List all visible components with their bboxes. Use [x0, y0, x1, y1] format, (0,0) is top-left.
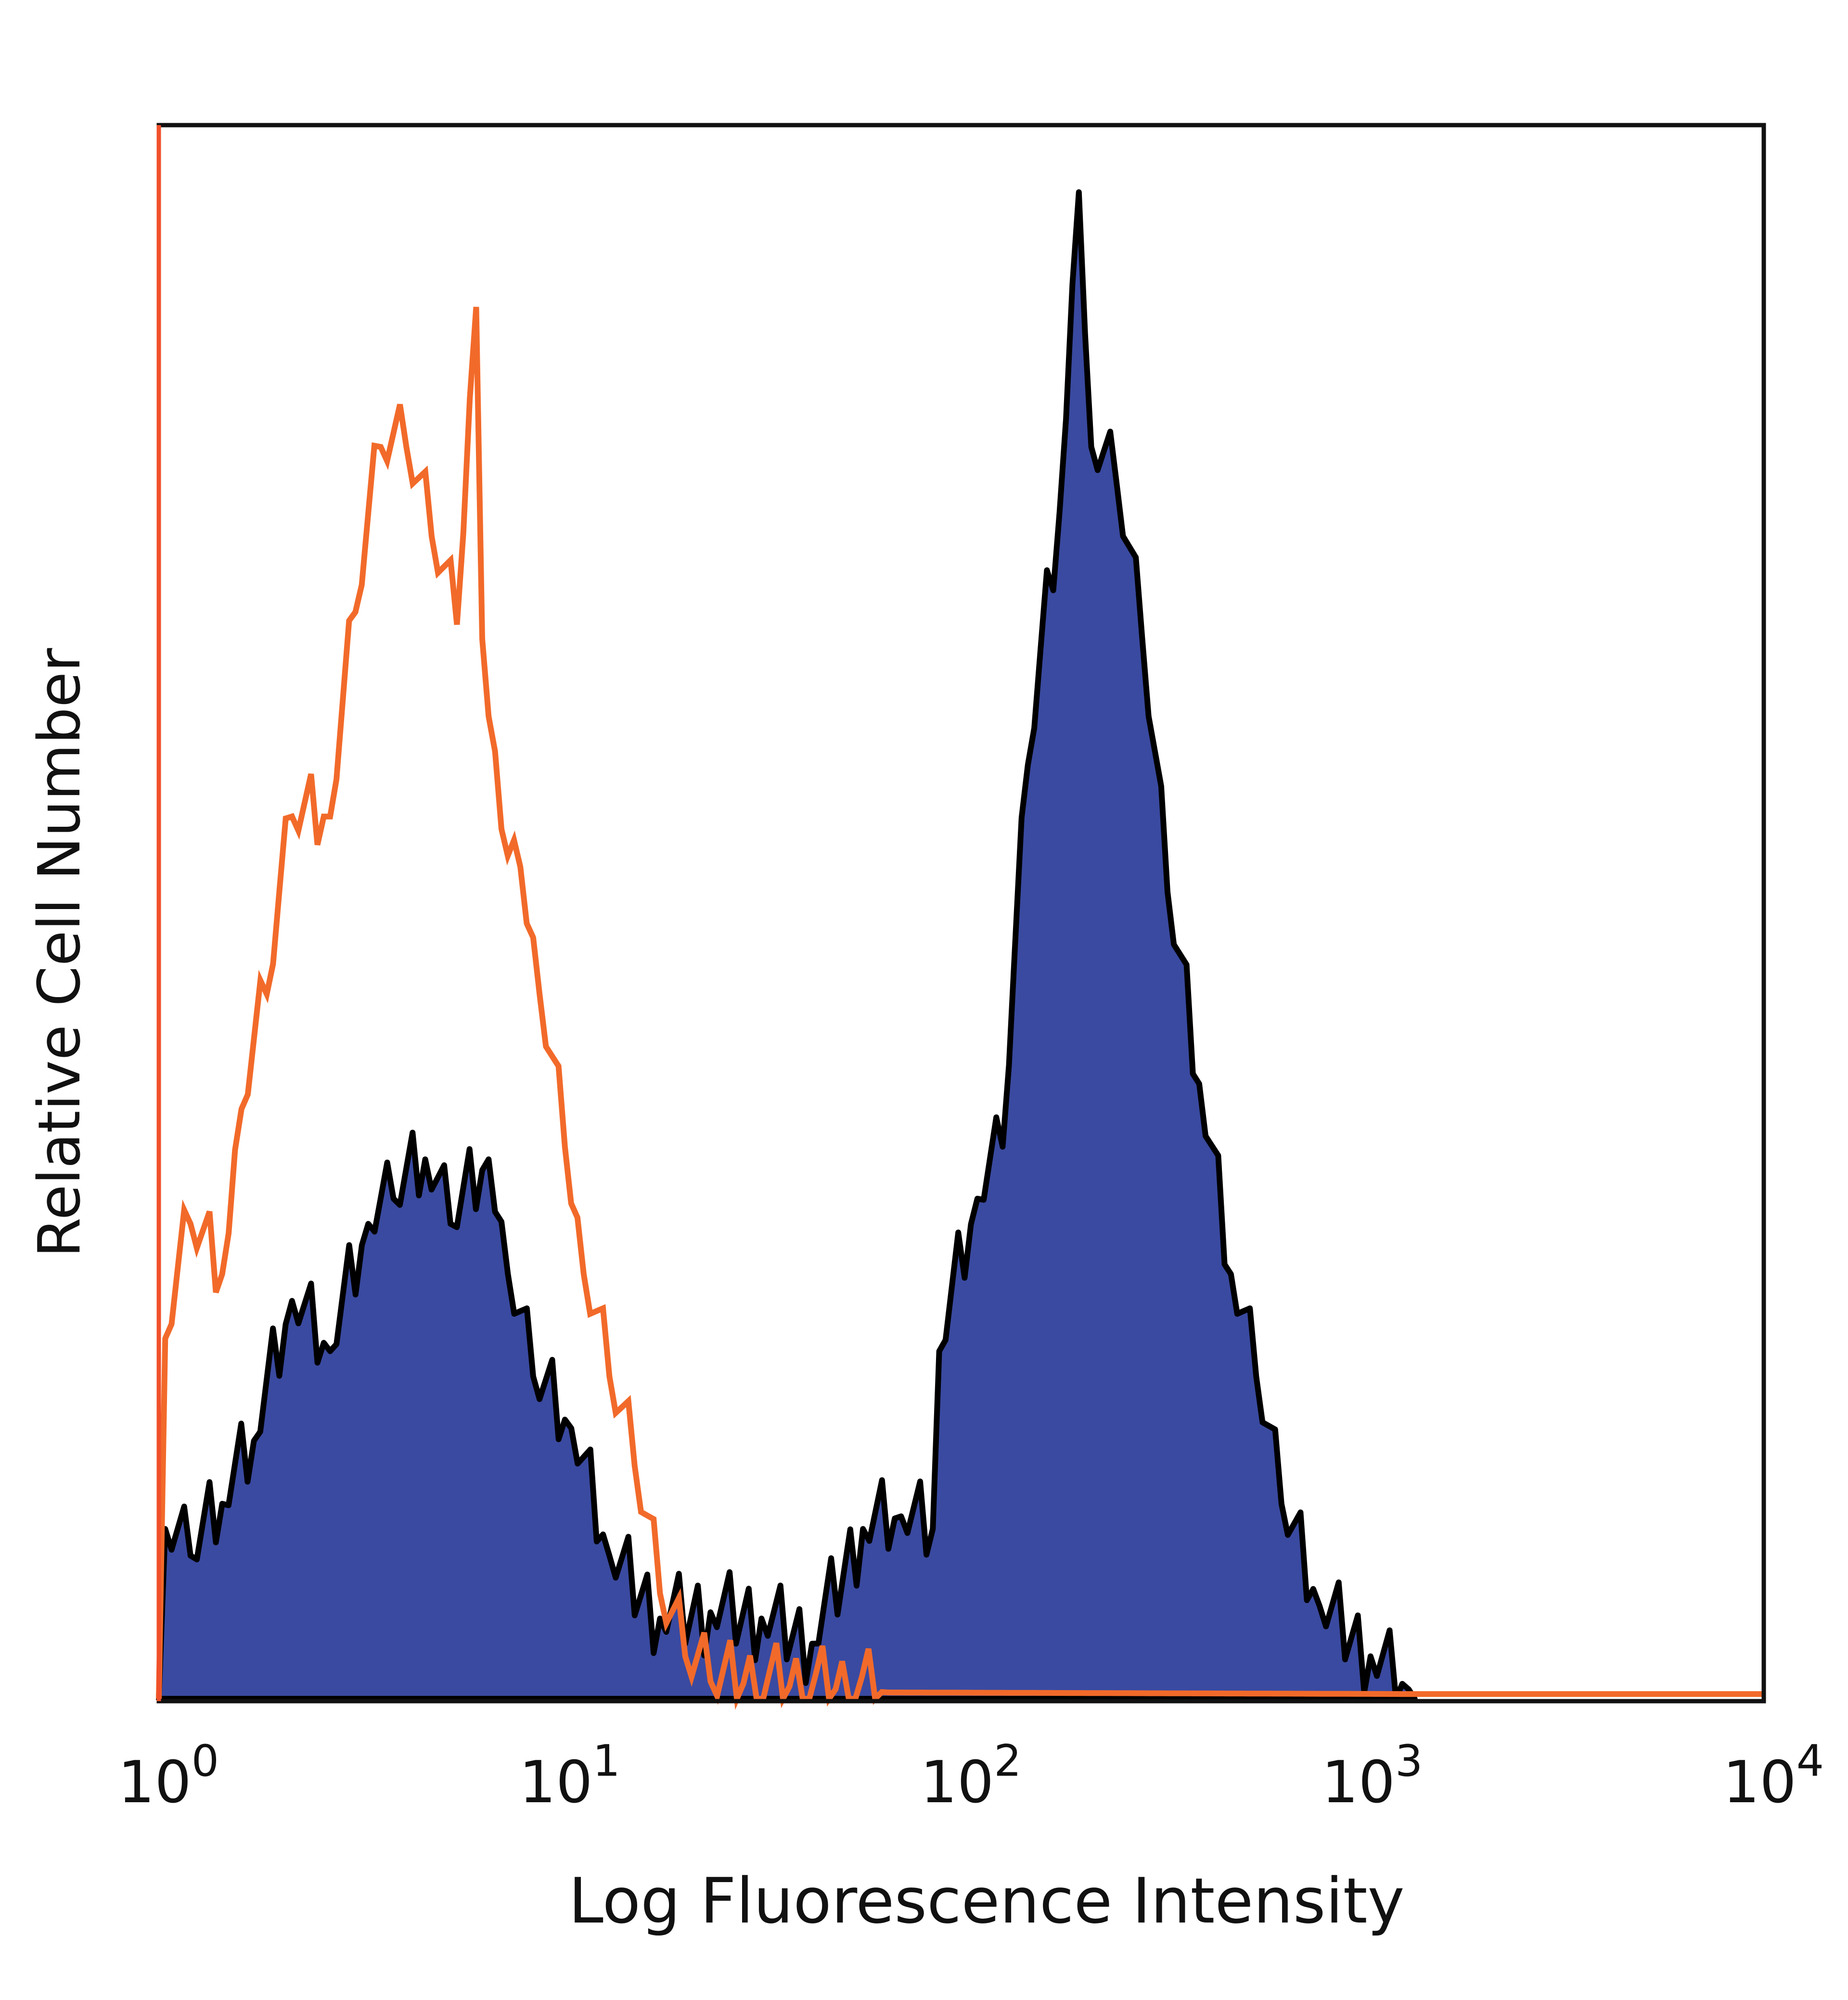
x-tick-label: 104 [1723, 1736, 1824, 1816]
x-tick-label: 100 [118, 1736, 219, 1816]
y-axis-title: Relative Cell Number [26, 648, 93, 1257]
x-tick-label: 102 [921, 1736, 1022, 1816]
x-tick-label: 103 [1322, 1736, 1423, 1816]
series-sample [156, 189, 1418, 1702]
x-tick-labels: 100 101 102 103 104 [118, 1736, 1824, 1816]
x-axis-title: Log Fluorescence Intensity [568, 1864, 1404, 1937]
series-control [156, 307, 1764, 1710]
x-tick-label: 101 [519, 1736, 620, 1816]
plot-area [156, 189, 1764, 1710]
